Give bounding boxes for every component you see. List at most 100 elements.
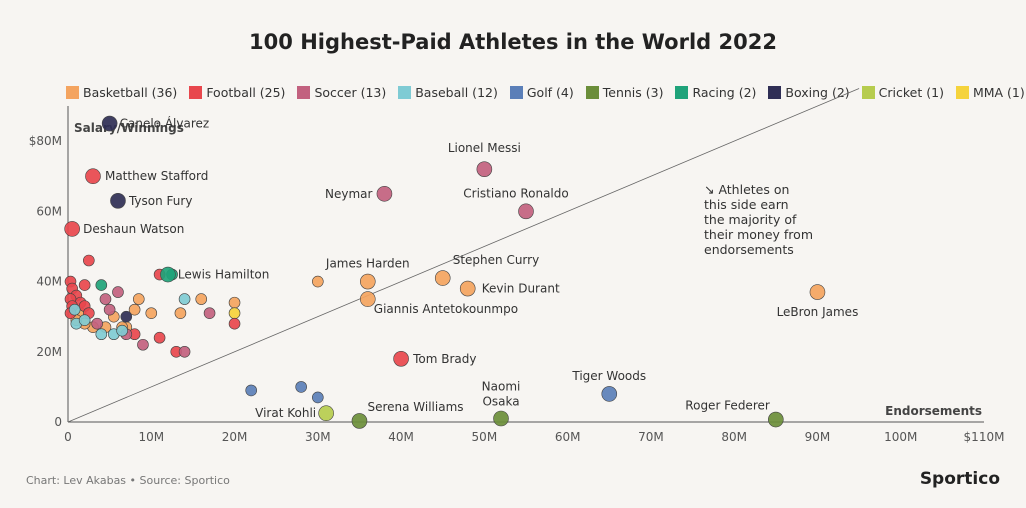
- annotation-line: the majority of: [704, 212, 797, 227]
- data-point[interactable]: [351, 413, 368, 429]
- legend-swatch-mma: [955, 85, 969, 99]
- data-point[interactable]: [203, 307, 216, 319]
- data-point[interactable]: [359, 273, 376, 290]
- data-point[interactable]: [459, 280, 476, 297]
- data-point[interactable]: [68, 303, 81, 316]
- point-label: James Harden: [325, 257, 410, 271]
- annotation-line: this side earn: [704, 197, 789, 212]
- point-label: Serena Williams: [367, 400, 463, 414]
- point-label: Cristiano Ronaldo: [463, 186, 568, 200]
- x-tick-label: 100M: [884, 430, 917, 444]
- parity-line: [67, 88, 860, 423]
- point-label: Giannis Antetokounmpo: [374, 302, 518, 316]
- point-label: Matthew Stafford: [105, 169, 208, 183]
- legend-item-mma[interactable]: MMA (1): [955, 83, 1025, 101]
- legend-item-baseball[interactable]: Baseball (12): [398, 83, 498, 101]
- data-point[interactable]: [120, 310, 133, 323]
- x-tick-label: 70M: [638, 430, 664, 444]
- legend-item-basketball[interactable]: Basketball (36): [66, 83, 177, 101]
- chart-title: 100 Highest-Paid Athletes in the World 2…: [249, 30, 777, 54]
- data-point[interactable]: [195, 293, 208, 305]
- data-point[interactable]: [153, 331, 166, 344]
- point-label: Deshaun Watson: [83, 222, 184, 236]
- data-point[interactable]: [132, 293, 145, 305]
- data-point[interactable]: [83, 254, 95, 267]
- data-point[interactable]: [518, 203, 534, 220]
- x-tick-label: 60M: [555, 430, 581, 444]
- data-point[interactable]: [116, 324, 128, 337]
- point-label: Canelo Álvarez: [120, 116, 210, 131]
- data-point[interactable]: [312, 391, 324, 404]
- data-point[interactable]: [476, 161, 493, 177]
- data-point[interactable]: [809, 284, 826, 300]
- legend-item-boxing[interactable]: Boxing (2): [768, 83, 850, 101]
- legend-label-basketball: Basketball (36): [83, 84, 178, 100]
- data-point[interactable]: [145, 307, 158, 319]
- data-point[interactable]: [295, 381, 307, 393]
- point-label: Osaka: [482, 394, 519, 408]
- x-tick-label: 80M: [721, 430, 747, 444]
- data-point[interactable]: [393, 350, 409, 367]
- data-point[interactable]: [768, 411, 784, 428]
- legend-swatch-baseball: [398, 85, 412, 99]
- data-point[interactable]: [95, 328, 108, 341]
- data-point[interactable]: [359, 291, 376, 307]
- x-tick-label: 50M: [472, 430, 498, 444]
- data-point[interactable]: [112, 286, 124, 298]
- legend-item-golf[interactable]: Golf (4): [509, 83, 574, 101]
- y-tick-label: 0: [54, 415, 62, 429]
- data-point[interactable]: [64, 221, 80, 237]
- legend-label-golf: Golf (4): [526, 84, 574, 100]
- legend-swatch-boxing: [768, 85, 782, 99]
- data-point[interactable]: [376, 185, 393, 202]
- x-tick-label: 90M: [805, 430, 831, 444]
- legend-label-boxing: Boxing (2): [785, 84, 850, 100]
- legend-item-cricket[interactable]: Cricket (1): [861, 83, 944, 101]
- data-point[interactable]: [128, 303, 141, 316]
- data-point[interactable]: [178, 345, 191, 358]
- data-point[interactable]: [101, 115, 118, 132]
- legend-swatch-cricket: [861, 85, 875, 99]
- data-point[interactable]: [103, 303, 116, 316]
- data-point[interactable]: [85, 168, 101, 185]
- data-point[interactable]: [95, 279, 108, 291]
- point-label: Lewis Hamilton: [178, 268, 269, 282]
- data-point[interactable]: [245, 384, 257, 397]
- data-point[interactable]: [91, 317, 103, 330]
- data-point[interactable]: [318, 405, 334, 422]
- point-label: Neymar: [325, 187, 373, 201]
- legend-item-tennis[interactable]: Tennis (3): [585, 83, 663, 101]
- data-point[interactable]: [160, 266, 176, 283]
- point-label: Roger Federer: [685, 399, 770, 413]
- data-point[interactable]: [312, 275, 324, 288]
- data-point[interactable]: [228, 307, 241, 319]
- data-point[interactable]: [228, 296, 241, 309]
- brand-logo: Sportico: [919, 469, 1000, 489]
- data-point[interactable]: [137, 338, 149, 351]
- point-label: Stephen Curry: [453, 253, 539, 267]
- legend-label-racing: Racing (2): [692, 84, 757, 100]
- data-point[interactable]: [493, 410, 509, 427]
- x-tick-label: 0: [64, 430, 72, 444]
- legend-label-football: Football (25): [206, 84, 286, 100]
- legend-item-soccer[interactable]: Soccer (13): [297, 83, 386, 101]
- data-point[interactable]: [228, 317, 241, 330]
- data-point[interactable]: [601, 386, 618, 402]
- legend: Basketball (36) Football (25) Soccer (13…: [66, 83, 1025, 101]
- data-point[interactable]: [78, 314, 91, 326]
- legend-item-football[interactable]: Football (25): [189, 83, 285, 101]
- data-point[interactable]: [434, 270, 451, 286]
- legend-item-racing[interactable]: Racing (2): [675, 83, 756, 101]
- data-point[interactable]: [178, 293, 191, 305]
- data-point[interactable]: [110, 193, 126, 209]
- y-tick-label: 60M: [36, 204, 62, 218]
- data-point[interactable]: [78, 279, 91, 291]
- legend-swatch-basketball: [66, 85, 79, 99]
- annotation-line: their money from: [704, 227, 813, 242]
- point-label: Tiger Woods: [571, 369, 646, 383]
- data-point[interactable]: [174, 307, 187, 319]
- legend-swatch-golf: [509, 85, 523, 99]
- point-label: Naomi: [482, 379, 521, 393]
- data-point[interactable]: [99, 293, 112, 305]
- x-tick-label: 10M: [138, 430, 164, 444]
